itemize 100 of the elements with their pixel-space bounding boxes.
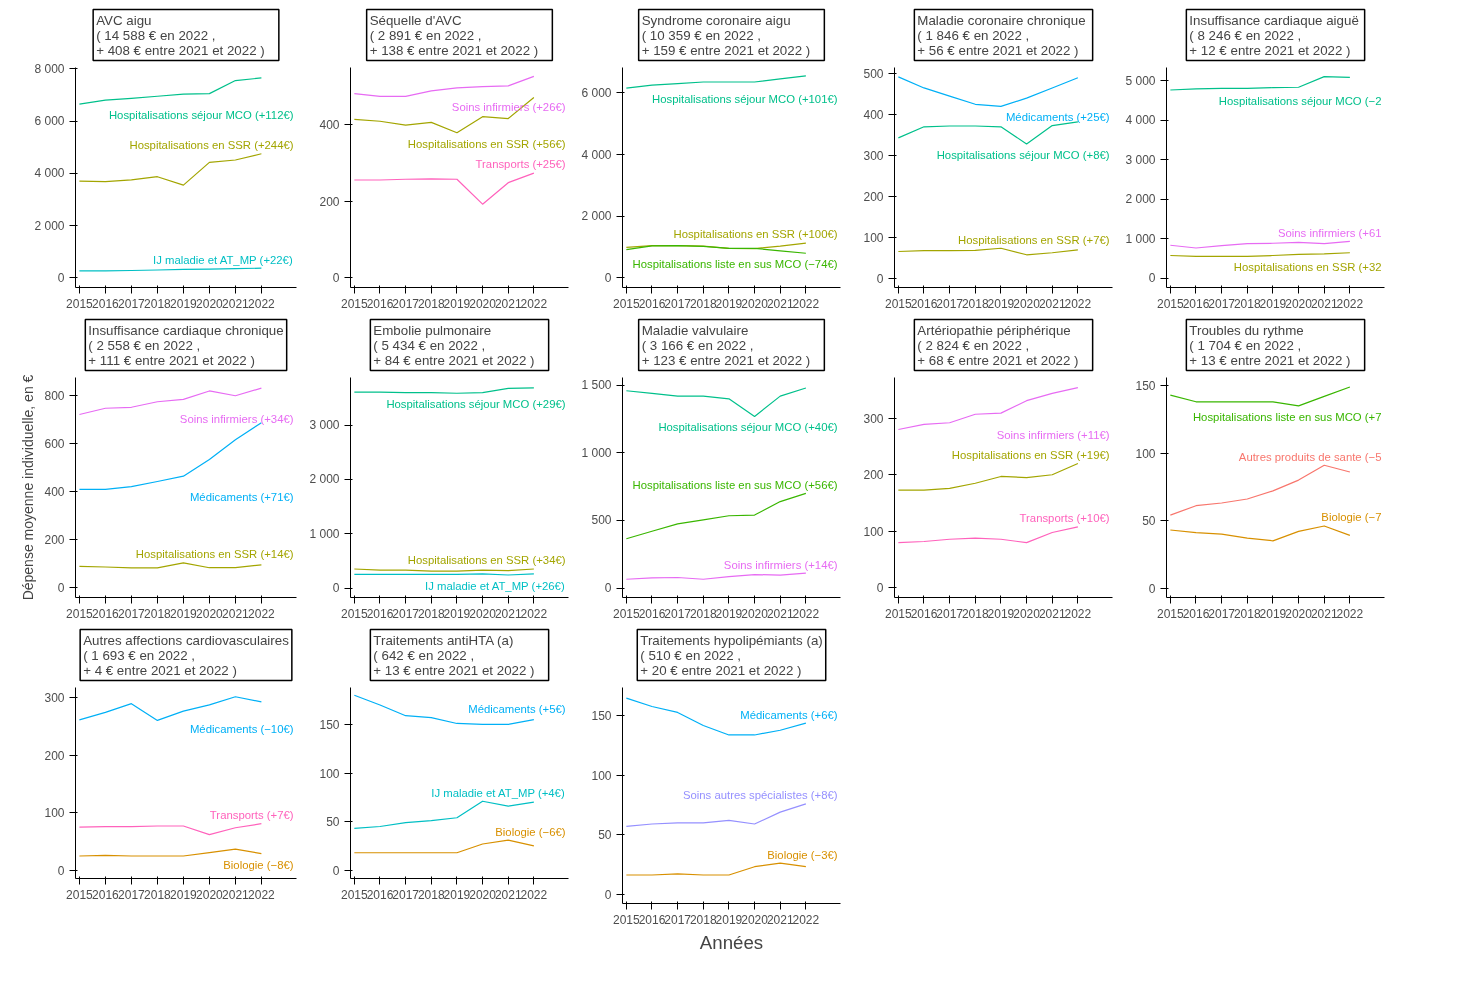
series-label: Soins infirmiers (+14€)	[723, 558, 838, 571]
x-tick-label: 2016	[910, 296, 938, 311]
x-tick-label: 2018	[689, 296, 717, 311]
series-label: Hospitalisations séjour MCO (+8€)	[936, 148, 1110, 161]
x-tick-label: 2016	[1182, 296, 1210, 311]
x-tick-label: 2017	[664, 606, 692, 621]
series-label: Hospitalisations en SSR (+56€)	[407, 137, 566, 150]
series-label: Transports (+10€)	[1019, 512, 1110, 525]
x-tick-label: 2021	[494, 606, 522, 621]
y-tick-label: 100	[319, 766, 340, 781]
y-tick-label: 600	[44, 437, 65, 452]
series-label: Hospitalisations séjour MCO (+29€)	[386, 398, 566, 411]
y-tick-label: 100	[1135, 446, 1156, 461]
x-tick-label: 2019	[987, 296, 1015, 311]
x-tick-label: 2016	[1182, 606, 1210, 621]
x-tick-label: 2016	[638, 912, 666, 927]
series-label: Transports (+7€)	[209, 809, 294, 822]
y-tick-label: 0	[57, 863, 65, 878]
y-tick-label: 4 000	[1125, 113, 1156, 128]
x-tick-label: 2022	[792, 296, 820, 311]
x-tick-label: 2016	[366, 296, 394, 311]
series-label: Hospitalisations séjour MCO (+101€)	[652, 93, 838, 106]
y-tick-label: 2 000	[581, 209, 612, 224]
series-label: Hospitalisations en SSR (+100€)	[673, 228, 838, 241]
y-tick-label: 0	[1148, 581, 1156, 596]
y-tick-label: 400	[319, 117, 340, 132]
y-tick-label: 0	[604, 270, 612, 285]
y-tick-label: 0	[876, 581, 884, 596]
y-tick-label: 800	[44, 389, 65, 404]
x-tick-label: 2021	[494, 296, 522, 311]
x-tick-label: 2017	[1208, 296, 1236, 311]
x-tick-label: 2022	[248, 296, 276, 311]
x-tick-label: 2017	[664, 912, 692, 927]
x-tick-label: 2017	[392, 606, 420, 621]
chart-title: Maladie coronaire chronique ( 1 846 € en 2022 , + 56 € entre 2021 et 2022 )	[917, 12, 1086, 58]
x-tick-label: 2018	[689, 912, 717, 927]
chart-title: Syndrome coronaire aigu ( 10 359 € en 2022 , + 159 € entre 2021 et 2022 )	[641, 12, 811, 58]
x-axis-title: Années	[699, 931, 764, 953]
chart-title: Embolie pulmonaire ( 5 434 € en 2022 , + 84 € entre 2021 et 2022 )	[373, 322, 535, 368]
chart-title: AVC aigu ( 14 588 € en 2022 , + 408 € entre 2021 et 2022 )	[96, 12, 265, 58]
x-tick-label: 2018	[1233, 296, 1261, 311]
y-tick-label: 1 500	[581, 378, 612, 393]
x-tick-label: 2016	[366, 887, 394, 902]
y-tick-label: 400	[863, 108, 884, 123]
x-tick-label: 2017	[664, 296, 692, 311]
y-tick-label: 1 000	[1125, 231, 1156, 246]
y-tick-label: 0	[876, 271, 884, 286]
x-tick-label: 2020	[469, 887, 497, 902]
x-tick-label: 2018	[417, 887, 445, 902]
y-tick-label: 2 000	[1125, 192, 1156, 207]
y-tick-label: 6 000	[34, 114, 65, 129]
y-tick-label: 200	[319, 194, 340, 209]
x-tick-label: 2016	[910, 606, 938, 621]
x-tick-label: 2018	[1233, 606, 1261, 621]
y-tick-label: 0	[332, 863, 340, 878]
x-tick-label: 2019	[987, 606, 1015, 621]
series-label: Hospitalisations séjour MCO (+40€)	[658, 421, 838, 434]
y-tick-label: 2 000	[34, 218, 65, 233]
y-tick-label: 0	[604, 887, 612, 902]
x-tick-label: 2021	[766, 912, 794, 927]
y-tick-label: 100	[863, 230, 884, 245]
series-label: Hospitalisations en SSR (+34€)	[407, 554, 566, 567]
x-tick-label: 2020	[196, 606, 224, 621]
x-tick-label: 2022	[1336, 296, 1364, 311]
x-tick-label: 2020	[1285, 606, 1313, 621]
y-tick-label: 0	[332, 581, 340, 596]
y-tick-label: 50	[1142, 514, 1156, 529]
x-tick-label: 2020	[196, 887, 224, 902]
series-label: Médicaments (−10€)	[189, 723, 294, 736]
chart-title: Artériopathie périphérique ( 2 824 € en 2022 , + 68 € entre 2021 et 2022 )	[917, 322, 1079, 368]
x-tick-label: 2020	[469, 296, 497, 311]
chart-title: Autres affections cardiovasculaires ( 1 693 € en 2022 , + 4 € entre 2021 et 2022 )	[83, 632, 290, 678]
y-tick-label: 200	[863, 189, 884, 204]
chart-title: Insuffisance cardiaque chronique ( 2 558 € en 2022 , + 111 € entre 2021 et 2022 )	[88, 322, 284, 368]
series-label: Hospitalisations en SSR (+244€)	[129, 139, 294, 152]
x-tick-label: 2017	[936, 296, 964, 311]
x-tick-label: 2022	[520, 606, 548, 621]
x-tick-label: 2016	[638, 296, 666, 311]
y-tick-label: 6 000	[581, 85, 612, 100]
x-tick-label: 2022	[792, 912, 820, 927]
y-tick-label: 5 000	[1125, 73, 1156, 88]
chart-title: Maladie valvulaire ( 3 166 € en 2022 , + 123 € entre 2021 et 2022 )	[641, 322, 811, 368]
series-label: Hospitalisations séjour MCO (−2	[1218, 94, 1382, 107]
x-tick-label: 2018	[417, 606, 445, 621]
x-tick-label: 2020	[469, 606, 497, 621]
y-tick-label: 0	[1148, 271, 1156, 286]
y-tick-label: 2 000	[309, 472, 340, 487]
y-tick-label: 3 000	[1125, 152, 1156, 167]
x-tick-label: 2019	[1259, 606, 1287, 621]
series-label: Soins infirmiers (+34€)	[179, 413, 294, 426]
x-tick-label: 2022	[1064, 296, 1092, 311]
y-tick-label: 0	[604, 581, 612, 596]
chart-title: Séquelle d'AVC ( 2 891 € en 2022 , + 138 € entre 2021 et 2022 )	[369, 12, 539, 58]
x-tick-label: 2022	[520, 296, 548, 311]
y-tick-label: 4 000	[581, 147, 612, 162]
y-tick-label: 50	[326, 815, 340, 830]
x-tick-label: 2019	[443, 606, 471, 621]
series-label: Médicaments (+5€)	[468, 703, 566, 716]
series-label: Hospitalisations en SSR (+7€)	[958, 233, 1110, 246]
series-label: Biologie (−6€)	[495, 825, 566, 838]
